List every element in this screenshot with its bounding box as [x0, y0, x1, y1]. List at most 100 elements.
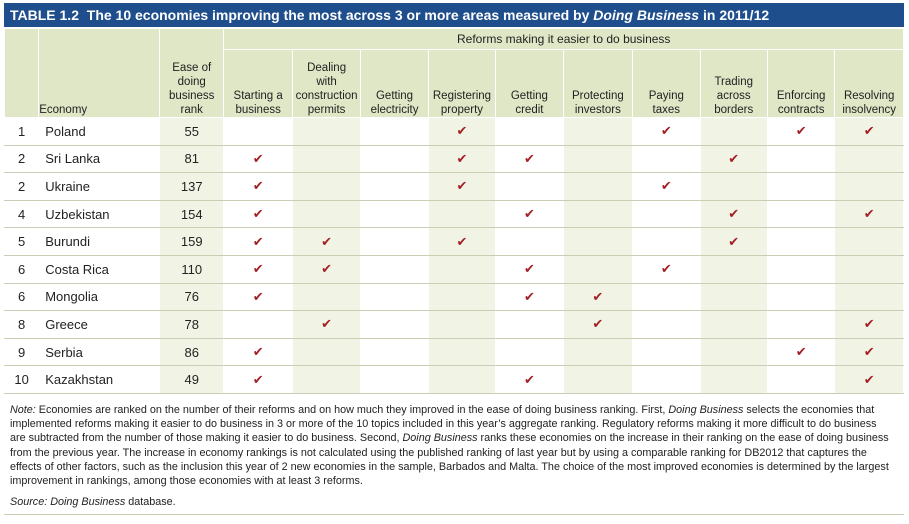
- header-rank-line: Ease of: [172, 62, 212, 74]
- table-body: 1 Poland 55 ✔ ✔ ✔ ✔ 2 Sri Lanka 81 ✔ ✔ ✔ ✔ 2 Ukraine 137…: [3, 117, 904, 394]
- reform-cell: [291, 172, 362, 201]
- checkmark-icon: ✔: [863, 371, 875, 387]
- reform-cell: [632, 337, 701, 367]
- checkmark-icon: ✔: [252, 344, 264, 360]
- checkmark-icon: ✔: [321, 233, 333, 249]
- row-economy: Uzbekistan: [38, 199, 161, 229]
- reform-cell: [223, 117, 293, 146]
- header-reform-line: Protecting: [571, 90, 624, 102]
- reform-cell: ✔: [223, 282, 293, 312]
- reform-cell: [632, 199, 701, 229]
- reform-cell: ✔: [427, 172, 497, 201]
- title-emphasis: Doing Business: [593, 7, 700, 23]
- row-number: 4: [3, 199, 40, 229]
- reform-cell: [834, 227, 904, 256]
- row-economy: Kazakhstan: [38, 365, 161, 394]
- checkmark-icon: ✔: [523, 371, 535, 387]
- header-reform-column: Registering property: [427, 49, 497, 118]
- row-economy: Ukraine: [38, 172, 161, 201]
- row-economy: Poland: [38, 117, 161, 146]
- checkmark-icon: ✔: [252, 206, 264, 222]
- header-reform-line: Getting: [375, 90, 414, 102]
- reform-cell: ✔: [699, 227, 768, 256]
- header-reform-line: Resolving: [843, 90, 895, 102]
- checkmark-icon: ✔: [728, 206, 740, 222]
- reform-cell: ✔: [632, 117, 701, 146]
- table-source: Source: Doing Business database.: [10, 496, 176, 508]
- checkmark-icon: ✔: [456, 233, 468, 249]
- reform-cell: [632, 144, 701, 174]
- row-rank: 81: [159, 144, 225, 174]
- reform-cell: ✔: [223, 227, 293, 256]
- checkmark-icon: ✔: [795, 123, 807, 139]
- row-economy: Sri Lanka: [38, 144, 161, 174]
- reform-cell: [360, 337, 429, 367]
- header-reform-line: across: [716, 90, 751, 102]
- row-economy: Burundi: [38, 227, 161, 256]
- reform-cell: ✔: [632, 172, 701, 201]
- reform-cell: [427, 337, 497, 367]
- note-part-3: selects the economies that implemented r…: [10, 404, 877, 445]
- row-rank: 154: [159, 199, 225, 229]
- reform-cell: [632, 365, 701, 394]
- header-economy: Economy: [38, 28, 161, 118]
- header-reform-line: insolvency: [842, 104, 897, 116]
- reform-cell: [766, 310, 836, 339]
- row-number: 10: [3, 365, 40, 394]
- reform-cell: [360, 172, 429, 201]
- reform-cell: [834, 254, 904, 284]
- bottom-rule: [4, 514, 904, 515]
- checkmark-icon: ✔: [660, 261, 672, 277]
- table-number: TABLE 1.2: [10, 7, 79, 23]
- checkmark-icon: ✔: [252, 371, 264, 387]
- reform-cell: [834, 172, 904, 201]
- reform-cell: ✔: [223, 337, 293, 367]
- checkmark-icon: ✔: [660, 178, 672, 194]
- checkmark-icon: ✔: [592, 288, 604, 304]
- reform-cell: [360, 199, 429, 229]
- checkmark-icon: ✔: [456, 123, 468, 139]
- checkmark-icon: ✔: [863, 316, 875, 332]
- checkmark-icon: ✔: [523, 150, 535, 166]
- reform-cell: [766, 365, 836, 394]
- checkmark-icon: ✔: [456, 150, 468, 166]
- reform-cell: [766, 144, 836, 174]
- reform-cell: [427, 199, 497, 229]
- reform-cell: ✔: [223, 144, 293, 174]
- note-part-1: Economies are ranked on the number of th…: [35, 404, 669, 416]
- checkmark-icon: ✔: [252, 261, 264, 277]
- reform-cell: [223, 310, 293, 339]
- reform-cell: ✔: [427, 144, 497, 174]
- table-title: TABLE 1.2 The 10 economies improving the…: [4, 3, 904, 27]
- row-number: 6: [3, 282, 40, 312]
- reform-cell: ✔: [427, 117, 497, 146]
- header-rank-line: rank: [180, 104, 203, 116]
- reform-cell: [699, 282, 768, 312]
- reform-cell: [699, 365, 768, 394]
- row-rank: 76: [159, 282, 225, 312]
- reform-cell: [562, 144, 634, 174]
- reform-cell: ✔: [495, 144, 564, 174]
- header-reform-column: Trading across borders: [699, 49, 768, 118]
- table-row: 6 Mongolia 76 ✔ ✔ ✔: [3, 282, 904, 312]
- table-row: 1 Poland 55 ✔ ✔ ✔ ✔: [3, 117, 904, 146]
- checkmark-icon: ✔: [863, 206, 875, 222]
- table-row: 8 Greece 78 ✔ ✔ ✔: [3, 310, 904, 339]
- reform-cell: [699, 254, 768, 284]
- reform-cell: ✔: [699, 144, 768, 174]
- table-row: 2 Ukraine 137 ✔ ✔ ✔: [3, 172, 904, 201]
- header-reform-line: Getting: [510, 90, 548, 102]
- reform-cell: [699, 337, 768, 367]
- reform-cell: [291, 337, 362, 367]
- reform-cell: ✔: [291, 227, 362, 256]
- reform-cell: [360, 310, 429, 339]
- header-reform-column: Resolving insolvency: [834, 49, 904, 118]
- header-reform-line: Trading: [714, 76, 754, 88]
- checkmark-icon: ✔: [321, 316, 333, 332]
- reform-cell: [427, 282, 497, 312]
- row-rank: 78: [159, 310, 225, 339]
- checkmark-icon: ✔: [863, 344, 875, 360]
- source-label: Source:: [10, 496, 48, 508]
- reform-cell: [495, 310, 564, 339]
- checkmark-icon: ✔: [252, 233, 264, 249]
